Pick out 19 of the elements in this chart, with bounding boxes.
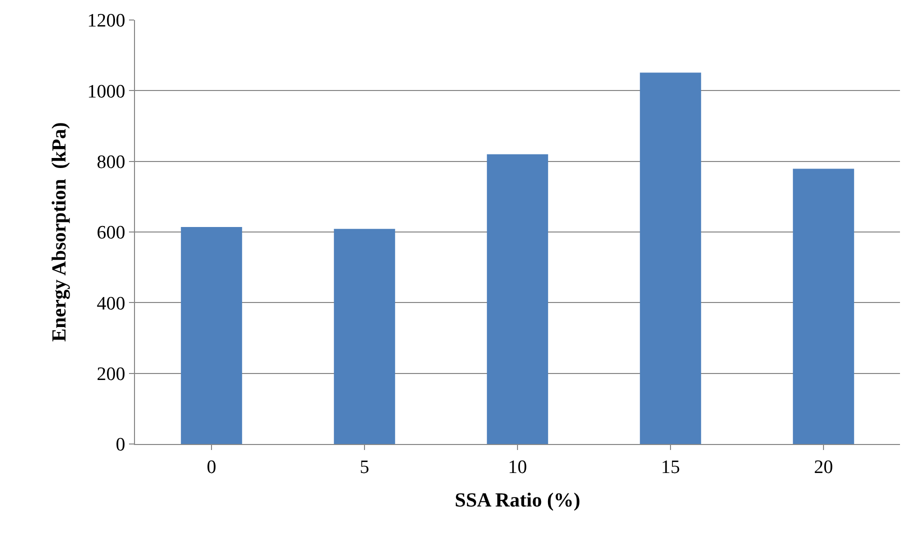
- y-tick-label: 1000: [87, 81, 126, 102]
- y-axis-title: Energy Absorption (kPa): [48, 122, 71, 342]
- bar: [334, 228, 396, 444]
- bar: [180, 227, 242, 444]
- x-axis-title: SSA Ratio (%): [454, 489, 580, 512]
- x-tick-label: 5: [360, 456, 370, 478]
- x-tick-label: 15: [661, 456, 680, 478]
- y-tick-label: 200: [96, 364, 126, 385]
- y-tick-label: 400: [96, 293, 126, 314]
- bar: [640, 72, 702, 444]
- y-tick-label: 800: [96, 152, 126, 173]
- bar: [486, 154, 548, 444]
- x-tick-label: 0: [206, 456, 216, 478]
- x-tick-label: 20: [814, 456, 833, 478]
- bar: [792, 168, 854, 444]
- y-tick-label: 600: [96, 222, 126, 244]
- y-tick-label: 1200: [87, 10, 126, 32]
- y-tick-label: 0: [116, 434, 126, 456]
- x-tick-label: 10: [508, 456, 527, 478]
